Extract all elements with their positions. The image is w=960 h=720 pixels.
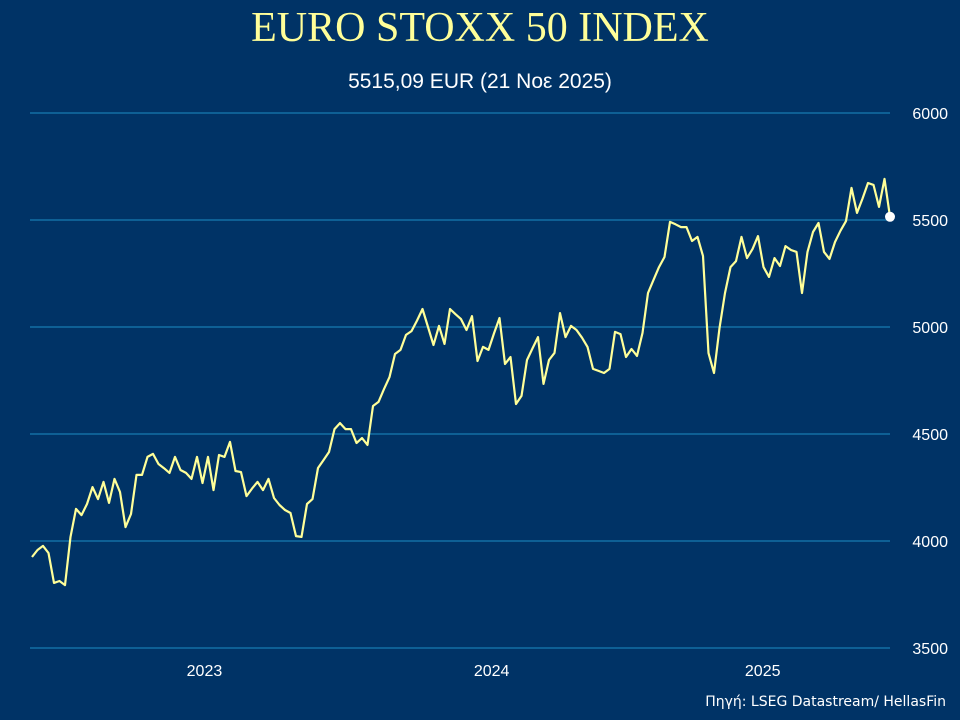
x-tick-label: 2023 <box>187 663 223 680</box>
x-tick-label: 2025 <box>745 663 781 680</box>
chart-subtitle: 5515,09 EUR (21 Νοε 2025) <box>348 70 612 93</box>
source-note: Πηγή: LSEG Datastream/ HellasFin <box>705 694 946 710</box>
x-tick-label: 2024 <box>474 663 510 680</box>
y-tick-label: 6000 <box>912 106 948 123</box>
last-value-marker <box>885 211 895 222</box>
y-tick-label: 5500 <box>912 213 948 230</box>
y-tick-label: 5000 <box>912 320 948 337</box>
y-tick-label: 4000 <box>912 534 948 551</box>
y-tick-label: 4500 <box>912 427 948 444</box>
chart-title: EURO STOXX 50 INDEX <box>251 5 709 51</box>
y-tick-label: 3500 <box>912 641 948 658</box>
series-line <box>31 177 892 587</box>
